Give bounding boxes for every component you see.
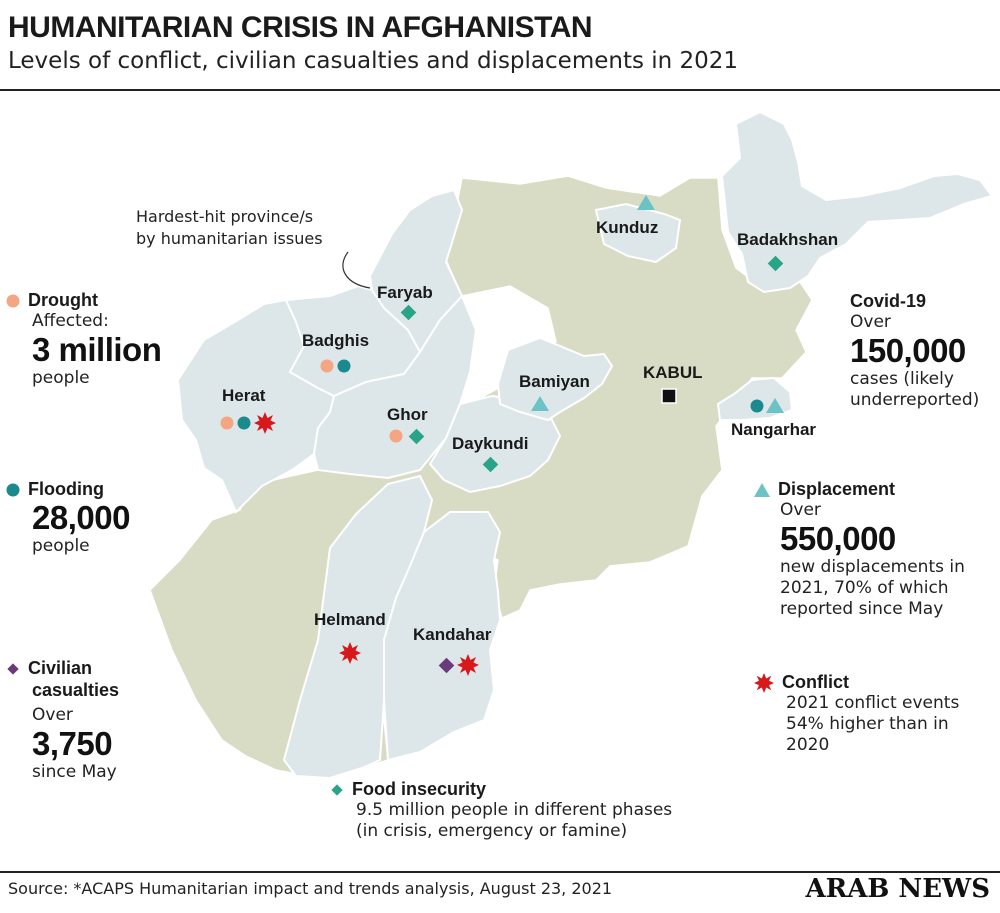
legend-displacement-post2: 2021, 70% of which	[780, 578, 949, 598]
legend-food-insecurity: Food insecurity 9.5 million people in di…	[330, 778, 672, 842]
province-label-ghor: Ghor	[387, 405, 428, 424]
legend-flooding: Flooding 28,000 people	[6, 478, 130, 557]
legend-flooding-value: 28,000	[32, 499, 130, 536]
legend-civilian-casualties: Civilian casualties Over 3,750 since May	[6, 657, 119, 783]
displacement-icon	[531, 396, 549, 411]
legend-covid-post1: cases (likely	[850, 369, 954, 389]
province-label-kunduz: Kunduz	[596, 218, 658, 237]
province-kandahar	[383, 511, 502, 762]
legend-drought-value: 3 million	[32, 331, 162, 368]
legend-conflict-title: Conflict	[782, 672, 849, 692]
drought-icon	[220, 416, 234, 430]
legend-displacement-post3: reported since May	[780, 599, 944, 619]
drought-icon	[389, 429, 403, 443]
province-label-daykundi: Daykundi	[452, 434, 529, 453]
legend-casualties-title2: casualties	[32, 680, 120, 700]
legend-displacement-pre: Over	[780, 500, 821, 520]
annotation-line2: by humanitarian issues	[136, 229, 323, 248]
legend-covid-title: Covid-19	[850, 291, 927, 311]
province-daykundi	[428, 394, 562, 494]
conflict-icon	[339, 642, 361, 664]
displacement-icon	[637, 195, 655, 210]
legend-displacement-title: Displacement	[778, 479, 896, 499]
drought-icon	[6, 294, 20, 308]
drought-icon	[320, 359, 334, 373]
province-label-badakhshan: Badakhshan	[737, 230, 838, 249]
legend-drought: Drought Affected: 3 million people	[6, 289, 162, 389]
legend-casualties-title1: Civilian	[28, 658, 93, 678]
legend-conflict-post2: 54% higher than in	[786, 714, 949, 735]
food-insecurity-icon	[331, 784, 343, 796]
kabul-square-icon	[661, 388, 677, 404]
flooding-icon	[337, 359, 351, 373]
legend-casualties-pre: Over	[32, 705, 73, 725]
legend-food-post2: (in crisis, emergency or famine)	[356, 821, 628, 841]
annotation-leader-line	[342, 251, 371, 289]
province-label-herat: Herat	[222, 386, 266, 405]
page-title: HUMANITARIAN CRISIS IN AFGHANISTAN	[8, 11, 593, 44]
legend-drought-title: Drought	[28, 290, 98, 310]
header: HUMANITARIAN CRISIS IN AFGHANISTAN Level…	[8, 4, 992, 76]
legend-casualties-value: 3,750	[32, 725, 113, 762]
legend-covid-pre: Over	[850, 312, 891, 332]
displacement-icon	[754, 483, 770, 498]
legend-covid-post2: underreported)	[850, 390, 980, 410]
brand-logo: ARAB NEWS	[805, 874, 990, 904]
top-divider	[0, 89, 1000, 91]
bottom-divider	[0, 871, 1000, 873]
legend-displacement: Displacement Over 550,000 new displaceme…	[754, 478, 965, 620]
conflict-icon	[754, 673, 774, 694]
legend-covid: Covid-19 Over 150,000 cases (likely unde…	[850, 290, 979, 411]
legend-conflict-post3: 2020	[786, 735, 830, 756]
province-bamiyan	[496, 336, 614, 422]
legend-displacement-value: 550,000	[780, 520, 896, 557]
flooding-icon	[750, 399, 764, 413]
province-label-badghis: Badghis	[302, 331, 369, 350]
province-faryab	[368, 188, 464, 354]
flooding-icon	[6, 483, 20, 497]
source-note: Source: *ACAPS Humanitarian impact and t…	[8, 879, 613, 898]
capital-label-kabul: KABUL	[643, 363, 703, 382]
legend-casualties-post: since May	[32, 762, 117, 782]
legend-flooding-post: people	[32, 536, 90, 556]
province-badakhshan	[720, 110, 994, 294]
legend-food-title: Food insecurity	[352, 779, 487, 799]
province-label-helmand: Helmand	[314, 610, 386, 629]
legend-covid-value: 150,000	[850, 332, 966, 369]
legend-food-post1: 9.5 million people in different phases	[356, 800, 673, 820]
civilian-casualties-icon	[7, 663, 19, 675]
province-label-kandahar: Kandahar	[413, 625, 492, 644]
legend-flooding-title: Flooding	[28, 479, 104, 499]
province-label-faryab: Faryab	[377, 283, 433, 302]
annotation-line1: Hardest-hit province/s	[136, 207, 313, 226]
conflict-icon	[254, 412, 276, 434]
legend-conflict: Conflict 2021 conflict events 54% higher…	[754, 671, 959, 756]
page-subtitle: Levels of conflict, civilian casualties …	[8, 48, 739, 74]
conflict-icon	[457, 654, 479, 676]
legend-displacement-post1: new displacements in	[780, 557, 965, 577]
province-label-bamiyan: Bamiyan	[519, 372, 590, 391]
legend-drought-pre: Affected:	[32, 311, 109, 331]
legend-drought-post: people	[32, 368, 90, 388]
legend-conflict-post1: 2021 conflict events	[786, 693, 960, 714]
flooding-icon	[237, 416, 251, 430]
province-label-nangarhar: Nangarhar	[731, 420, 816, 439]
displacement-icon	[766, 398, 784, 413]
